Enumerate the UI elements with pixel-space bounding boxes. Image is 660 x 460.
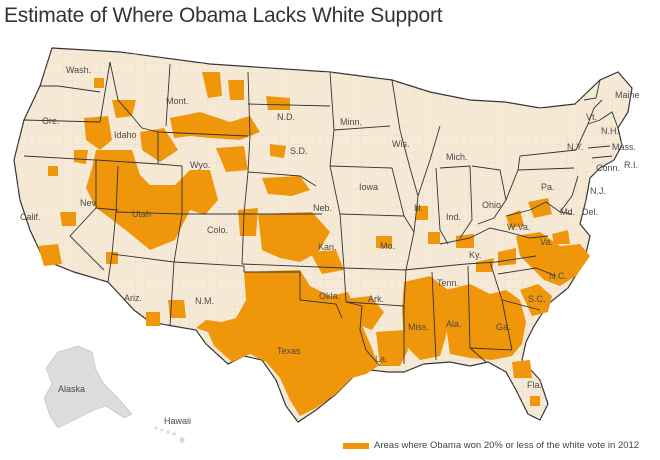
label-texas: Texas [277,346,301,356]
label-mont: Mont. [166,96,189,106]
label-sc: S.C. [528,294,546,304]
label-nm: N.M. [195,296,214,306]
label-ariz: Ariz. [124,293,142,303]
label-nev: Nev. [80,198,98,208]
label-minn: Minn. [340,117,362,127]
alaska-shape [43,345,133,429]
highlight-areas [38,72,590,416]
label-maine: Maine [615,90,640,100]
label-md: Md. [560,207,575,217]
label-wyo: Wyo. [190,160,210,170]
label-utah: Utah [132,209,151,219]
label-conn: Conn. [596,163,620,173]
label-fla: Fla. [527,380,542,390]
state-labels: Wash. Ore. Calif. Idaho Nev. Mont. Wyo. … [20,65,640,426]
label-va: Va. [540,237,553,247]
label-alaska: Alaska [58,384,85,394]
hawaii-shape [154,426,185,443]
map-title: Estimate of Where Obama Lacks White Supp… [4,4,443,27]
label-mich: Mich. [446,152,468,162]
state-borders [23,61,619,367]
label-idaho: Idaho [114,130,137,140]
label-hawaii: Hawaii [164,416,191,426]
label-ny: N.Y. [567,142,583,152]
label-la: La. [375,354,388,364]
label-tenn: Tenn. [437,278,459,288]
label-ri: R.I. [624,160,638,170]
label-del: Del. [582,207,598,217]
label-ill: Ill. [414,203,423,213]
label-nc: N.C. [549,271,567,281]
label-ga: Ga. [496,322,511,332]
legend-swatch [343,442,369,449]
label-mo: Mo. [380,241,395,251]
label-okla: Okla. [319,291,340,301]
label-wash: Wash. [66,65,91,75]
label-ind: Ind. [446,212,461,222]
label-neb: Neb. [313,203,332,213]
label-colo: Colo. [207,225,228,235]
label-ark: Ark. [368,294,384,304]
label-miss: Miss. [408,322,429,332]
label-wva: W.Va. [507,222,530,232]
legend: Areas where Obama won 20% or less of the… [343,440,639,451]
label-wis: Wis. [392,139,410,149]
label-vt: Vt. [586,112,597,122]
label-mass: Mass. [612,142,636,152]
label-ohio: Ohio [482,200,501,210]
label-nd: N.D. [277,112,295,122]
label-nj: N.J. [590,186,606,196]
label-ky: Ky. [469,250,481,260]
label-ore: Ore. [42,116,60,126]
label-nh: N.H. [601,126,619,136]
label-pa: Pa. [541,182,555,192]
label-ala: Ala. [446,319,462,329]
label-sd: S.D. [290,146,308,156]
label-iowa: Iowa [359,182,378,192]
label-kan: Kan. [318,242,337,252]
label-calif: Calif. [20,212,41,222]
legend-label: Areas where Obama won 20% or less of the… [374,440,640,451]
